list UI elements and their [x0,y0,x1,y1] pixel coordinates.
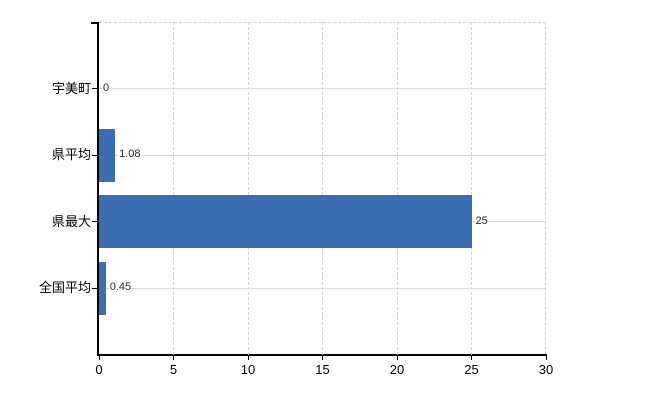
x-axis-line [97,354,547,356]
category-label: 県最大 [51,213,91,229]
bar [99,261,106,315]
category-label: 全国平均 [38,280,91,296]
v-gridline [247,22,249,355]
x-tick [247,356,249,360]
x-tick-label: 0 [95,362,103,377]
x-tick [322,356,323,360]
h-gridline [99,154,546,156]
category-label: 県平均 [51,147,91,163]
x-tick [98,356,100,360]
x-tick [396,356,398,360]
bar-value-label: 25 [474,214,489,228]
h-gridline [99,88,546,90]
x-tick [471,356,472,360]
y-tick [92,154,99,156]
category-label: 宇美町 [51,80,91,96]
x-tick-label: 5 [169,362,178,377]
x-tick-label: 10 [240,362,256,377]
x-tick-label: 30 [538,362,554,377]
bar [99,128,116,182]
v-gridline [471,22,472,355]
x-tick [545,356,547,360]
x-tick-label: 25 [464,362,479,377]
y-tick [92,88,99,90]
h-gridline [99,287,546,289]
y-tick [92,287,99,289]
v-gridline [396,22,398,355]
x-tick [173,356,174,360]
v-gridline [322,22,323,355]
bar-value-label: 0.45 [108,281,133,295]
y-axis-line [97,22,99,355]
y-axis-end-tick [91,22,97,24]
bar [99,195,472,249]
x-tick-label: 20 [389,362,405,377]
y-tick [92,221,99,223]
v-gridline [173,22,174,355]
bar-value-label: 0 [102,81,111,95]
x-tick-label: 15 [315,362,330,377]
bar-value-label: 1.08 [118,148,142,162]
